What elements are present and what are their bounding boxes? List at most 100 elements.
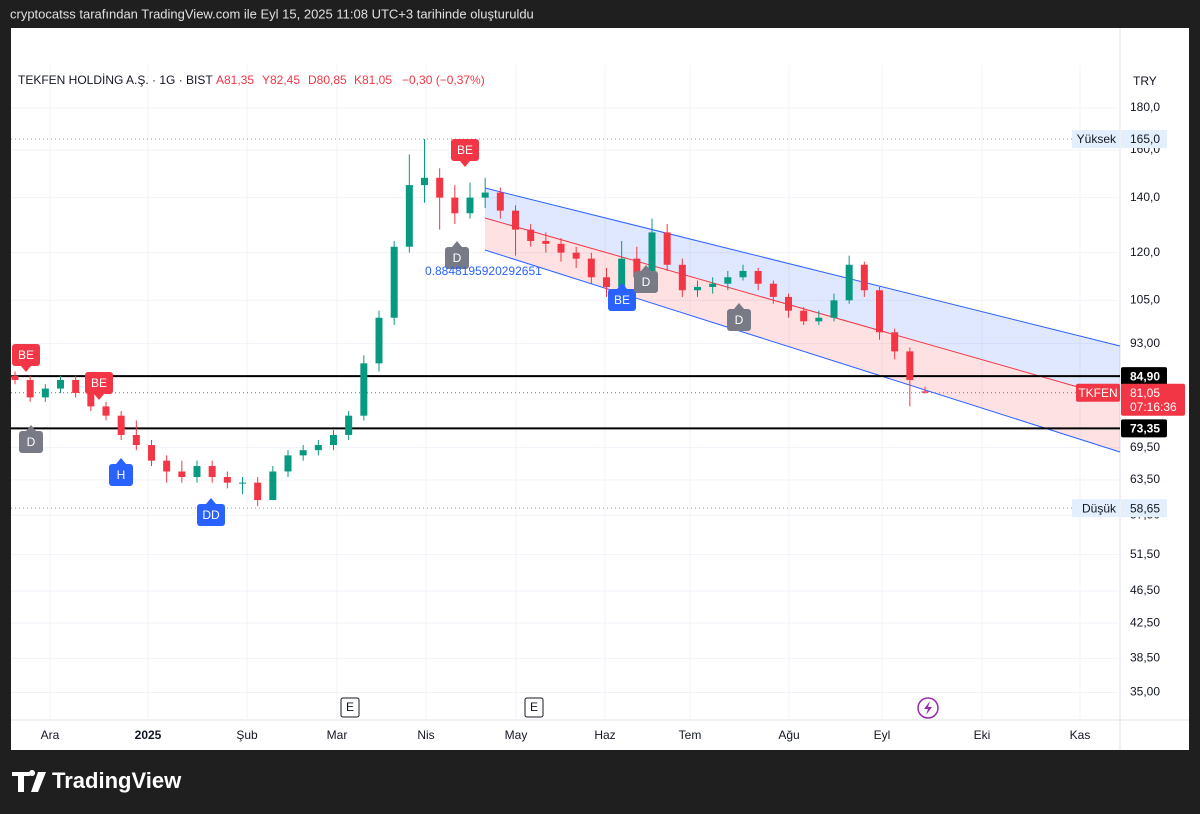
candle-body bbox=[314, 445, 322, 451]
extreme-name: Yüksek bbox=[1077, 132, 1117, 146]
y-tick-label: 35,00 bbox=[1130, 685, 1160, 699]
legend-change: −0,30 (−0,37%) bbox=[402, 73, 485, 87]
candle-body bbox=[148, 445, 155, 461]
y-tick-label: 69,50 bbox=[1130, 440, 1160, 454]
marker-label: H bbox=[117, 468, 126, 482]
candle-body bbox=[800, 310, 808, 322]
marker-label: D bbox=[27, 435, 36, 449]
marker-pointer bbox=[26, 425, 36, 431]
candle-body bbox=[603, 277, 610, 287]
candle-body bbox=[542, 240, 550, 244]
x-tick-label: Tem bbox=[679, 728, 702, 742]
candle-body bbox=[572, 252, 580, 259]
candle-body bbox=[587, 258, 595, 278]
last-price-label: 81,05 bbox=[1130, 386, 1160, 400]
marker-box bbox=[445, 247, 469, 269]
brand: TradingView bbox=[52, 768, 182, 793]
countdown: 07:16:36 bbox=[1130, 400, 1177, 414]
candle-body bbox=[117, 415, 125, 435]
x-tick-label: Haz bbox=[594, 728, 615, 742]
extreme-name-box bbox=[1072, 499, 1120, 518]
event-label: E bbox=[346, 700, 354, 714]
candle-body bbox=[72, 379, 80, 393]
candle-body bbox=[178, 471, 186, 478]
level-label: 73,35 bbox=[1130, 422, 1160, 436]
candle-body bbox=[724, 277, 732, 284]
channel-upper bbox=[484, 187, 1121, 347]
candle-body bbox=[239, 482, 246, 484]
y-tick-label: 93,00 bbox=[1130, 336, 1160, 350]
candle-body bbox=[633, 258, 641, 278]
marker-box bbox=[12, 344, 40, 366]
candle-body bbox=[496, 192, 504, 211]
marker-label: BE bbox=[18, 348, 34, 362]
marker-pointer bbox=[617, 283, 627, 289]
candle-body bbox=[208, 466, 216, 478]
channel-upper-fill bbox=[485, 188, 1120, 399]
caption: cryptocatss tarafından TradingView.com i… bbox=[10, 6, 534, 21]
candle-body bbox=[663, 232, 671, 265]
marker-box bbox=[634, 271, 658, 293]
candle-body bbox=[330, 434, 337, 446]
candle-body bbox=[785, 296, 792, 311]
x-tick-label: Şub bbox=[236, 728, 258, 742]
candle-body bbox=[421, 177, 428, 186]
marker-pointer bbox=[21, 366, 31, 372]
marker-label: D bbox=[735, 313, 744, 327]
candle-body bbox=[512, 210, 519, 230]
candle-body bbox=[815, 317, 823, 322]
candle-body bbox=[830, 300, 838, 318]
candle-body bbox=[102, 406, 110, 416]
candle-body bbox=[678, 264, 686, 291]
y-tick-label: 63,50 bbox=[1130, 472, 1160, 486]
candle-body bbox=[845, 264, 853, 301]
last-price-box bbox=[1121, 383, 1185, 416]
candle-body bbox=[163, 460, 171, 472]
marker-pointer bbox=[206, 498, 216, 504]
x-tick-label: Nis bbox=[417, 728, 434, 742]
legend-close: K81,05 bbox=[354, 73, 392, 87]
candle-body bbox=[451, 197, 459, 214]
marker-box bbox=[451, 139, 479, 161]
level-label: 84,90 bbox=[1130, 369, 1160, 383]
marker-pointer bbox=[734, 303, 744, 309]
marker-box bbox=[197, 504, 225, 526]
y-tick-label: 140,0 bbox=[1130, 190, 1160, 204]
candle-body bbox=[769, 283, 777, 297]
candle-body bbox=[648, 232, 656, 278]
extreme-label: 58,65 bbox=[1130, 501, 1160, 515]
marker-pointer bbox=[94, 394, 104, 400]
legend-symbol: TEKFEN HOLDİNG A.Ş. · 1G · BIST bbox=[18, 73, 213, 87]
candle-body bbox=[375, 317, 383, 364]
candle-body bbox=[436, 177, 444, 198]
marker-label: D bbox=[642, 275, 651, 289]
candle-body bbox=[254, 482, 262, 501]
logo-icon bbox=[12, 770, 46, 792]
candle-body bbox=[876, 290, 883, 333]
candle-body bbox=[269, 471, 277, 501]
marker-pointer bbox=[116, 458, 126, 464]
candle-body bbox=[405, 185, 413, 247]
legend-low: D80,85 bbox=[308, 73, 347, 87]
candle-body bbox=[527, 229, 535, 241]
candle-body bbox=[57, 379, 64, 389]
candle-body bbox=[481, 192, 489, 198]
marker-box bbox=[85, 372, 113, 394]
extreme-label-box bbox=[1121, 499, 1167, 518]
channel-mid bbox=[484, 217, 1121, 400]
candle-body bbox=[299, 450, 307, 456]
y-tick-label: 120,0 bbox=[1130, 245, 1160, 259]
event-icon bbox=[917, 697, 939, 719]
marker-pointer bbox=[460, 161, 470, 167]
marker-label: BE bbox=[457, 143, 473, 157]
x-tick-label: Kas bbox=[1070, 728, 1091, 742]
chart-panel bbox=[11, 28, 1189, 750]
event-icon-bolt bbox=[924, 701, 932, 715]
level-label-box bbox=[1121, 419, 1167, 438]
x-tick-label: Ağu bbox=[778, 728, 799, 742]
x-tick-label: Ara bbox=[41, 728, 60, 742]
symbol-box bbox=[1076, 383, 1120, 402]
extreme-name: Düşük bbox=[1082, 501, 1117, 515]
